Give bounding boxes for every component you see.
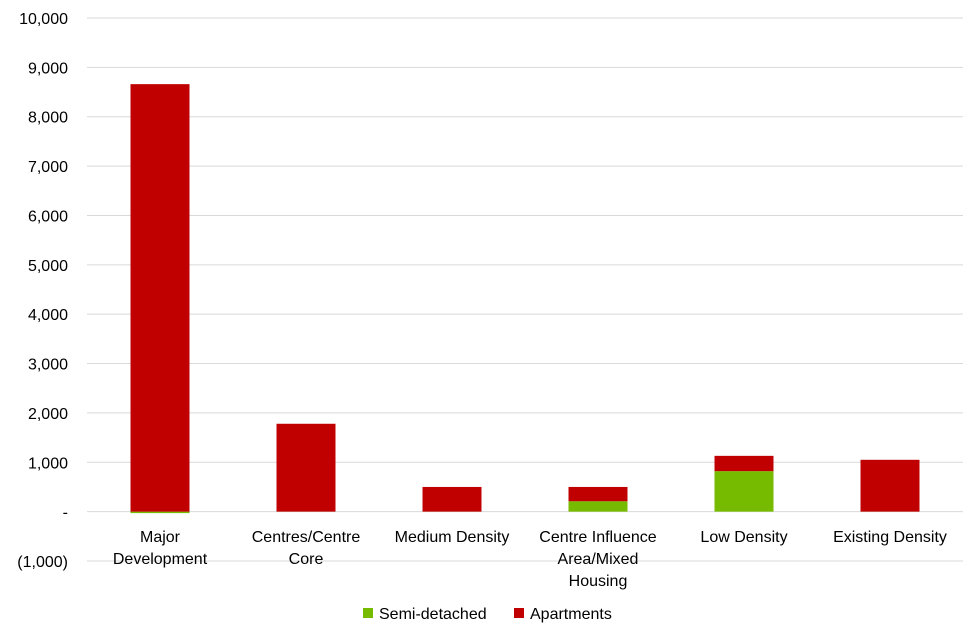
bar-apartments-4	[714, 455, 774, 472]
y-tick-label: 1,000	[28, 455, 68, 472]
bar-semi-detached-0	[130, 511, 190, 514]
x-category-label: Major	[140, 529, 181, 546]
legend-swatch	[363, 608, 373, 618]
bar-apartments-1	[276, 423, 336, 512]
y-axis-tick-labels: (1,000) - 1,000 2,000 3,000 4,000 5,000 6,000 7,…	[17, 11, 68, 571]
y-tick-label: 7,000	[28, 159, 68, 176]
y-tick-label: 2,000	[28, 406, 68, 423]
x-category-label: Existing Density	[833, 529, 947, 546]
bar-apartments-0	[130, 84, 190, 512]
legend-label: Apartments	[530, 606, 612, 623]
legend-label: Semi-detached	[379, 606, 487, 623]
bar-apartments-2	[422, 486, 482, 512]
x-axis-category-labels: Major Development Centres/Centre Core Medium…	[113, 529, 947, 590]
x-category-label: Area/Mixed	[558, 551, 639, 568]
bars	[130, 84, 920, 514]
bar-semi-detached-4	[714, 471, 774, 512]
y-tick-label: (1,000)	[17, 554, 68, 571]
x-category-label: Development	[113, 551, 208, 568]
x-category-label: Core	[289, 551, 324, 568]
y-tick-label: 4,000	[28, 307, 68, 324]
y-tick-label: 6,000	[28, 208, 68, 225]
legend-swatch	[514, 608, 524, 618]
y-tick-label: 3,000	[28, 357, 68, 374]
x-category-label: Housing	[569, 573, 628, 590]
bar-semi-detached-3	[568, 501, 628, 512]
x-category-label: Medium Density	[395, 529, 510, 546]
x-category-label: Centre Influence	[539, 529, 657, 546]
y-tick-label: 9,000	[28, 60, 68, 77]
bar-apartments-3	[568, 486, 628, 502]
bar-apartments-5	[860, 459, 920, 512]
x-category-label: Centres/Centre	[252, 529, 361, 546]
x-category-label: Low Density	[700, 529, 787, 546]
y-tick-label: 5,000	[28, 258, 68, 275]
y-tick-label: 8,000	[28, 110, 68, 127]
gridlines	[87, 17, 963, 562]
y-tick-label: -	[63, 505, 68, 522]
legend: Semi-detached Apartments	[363, 606, 612, 623]
y-tick-label: 10,000	[19, 11, 68, 28]
